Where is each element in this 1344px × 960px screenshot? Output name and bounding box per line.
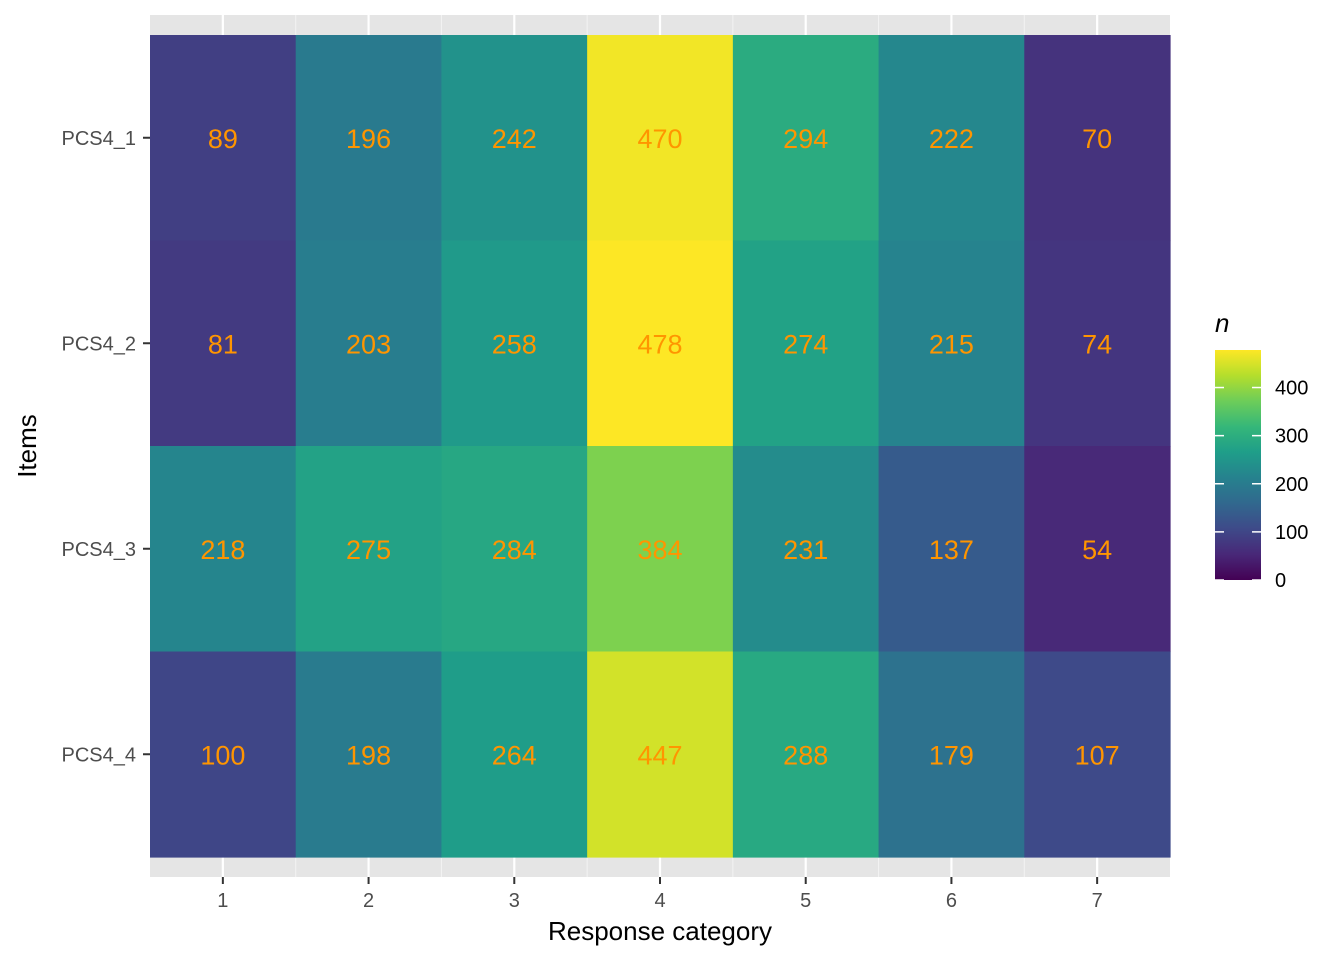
cell-value-label: 478 bbox=[637, 329, 682, 359]
heatmap-cell bbox=[587, 651, 734, 858]
cell-value-label: 288 bbox=[783, 740, 828, 770]
x-tick-label: 5 bbox=[800, 890, 811, 912]
heatmap-cell bbox=[587, 240, 734, 447]
heatmap-cell bbox=[1024, 446, 1171, 653]
x-tick-label: 2 bbox=[363, 890, 374, 912]
heatmap-cell bbox=[295, 35, 443, 242]
cell-value-label: 284 bbox=[492, 535, 537, 565]
heatmap-cell bbox=[441, 651, 588, 858]
x-tick-label: 1 bbox=[217, 890, 228, 912]
heatmap-cell bbox=[295, 446, 443, 653]
cell-value-label: 215 bbox=[929, 329, 974, 359]
legend-tick-label: 0 bbox=[1275, 570, 1286, 592]
cell-value-label: 384 bbox=[637, 535, 682, 565]
heatmap-cell bbox=[1024, 240, 1171, 447]
y-tick-label: PCS4_1 bbox=[62, 128, 137, 150]
y-axis: PCS4_1 PCS4_2 PCS4_3 PCS4_4 bbox=[62, 128, 150, 766]
cell-value-label: 198 bbox=[346, 740, 391, 770]
heatmap-cell bbox=[150, 651, 297, 858]
legend-colorbar bbox=[1215, 350, 1261, 580]
legend-tick-label: 200 bbox=[1275, 474, 1308, 496]
cell-value-label: 258 bbox=[492, 329, 537, 359]
heatmap-cell bbox=[732, 35, 880, 242]
cell-value-label: 242 bbox=[492, 124, 537, 154]
heatmap-cell bbox=[295, 651, 443, 858]
cell-value-label: 81 bbox=[208, 329, 238, 359]
heatmap-cell bbox=[878, 240, 1025, 447]
cell-labels: 89 196 242 470 294 222 70 81 203 258 478 274 215 74 21… bbox=[200, 124, 1119, 771]
heatmap-cell bbox=[587, 35, 734, 242]
heatmap-cell bbox=[732, 240, 880, 447]
cell-value-label: 203 bbox=[346, 329, 391, 359]
heatmap-cell bbox=[150, 35, 297, 242]
legend-tick-label: 400 bbox=[1275, 378, 1308, 400]
x-axis-title: Response category bbox=[548, 916, 772, 946]
heatmap-cell bbox=[441, 35, 588, 242]
y-tick-label: PCS4_4 bbox=[62, 744, 137, 766]
cell-value-label: 54 bbox=[1082, 535, 1112, 565]
cell-value-label: 231 bbox=[783, 535, 828, 565]
legend-tick-label: 100 bbox=[1275, 522, 1308, 544]
cell-value-label: 137 bbox=[929, 535, 974, 565]
cell-value-label: 222 bbox=[929, 124, 974, 154]
cell-value-label: 70 bbox=[1082, 124, 1112, 154]
cell-value-label: 294 bbox=[783, 124, 828, 154]
heatmap-cell bbox=[587, 446, 734, 653]
heatmap-cells bbox=[150, 35, 1171, 858]
cell-value-label: 218 bbox=[200, 535, 245, 565]
legend-tick-label: 300 bbox=[1275, 426, 1308, 448]
y-tick-label: PCS4_3 bbox=[62, 539, 137, 561]
y-tick-label: PCS4_2 bbox=[62, 333, 137, 355]
color-legend: n 0 100 200 300 400 bbox=[1215, 308, 1308, 592]
heatmap-cell bbox=[150, 446, 297, 653]
x-tick-label: 3 bbox=[509, 890, 520, 912]
cell-value-label: 179 bbox=[929, 740, 974, 770]
cell-value-label: 74 bbox=[1082, 329, 1112, 359]
heatmap-cell bbox=[1024, 35, 1171, 242]
y-axis-title: Items bbox=[12, 414, 42, 478]
heatmap-cell bbox=[732, 651, 880, 858]
heatmap-cell bbox=[732, 446, 880, 653]
cell-value-label: 447 bbox=[637, 740, 682, 770]
x-tick-label: 7 bbox=[1092, 890, 1103, 912]
x-axis: 1 2 3 4 5 6 7 bbox=[217, 877, 1103, 912]
legend-title: n bbox=[1215, 308, 1229, 338]
x-tick-label: 6 bbox=[946, 890, 957, 912]
heatmap-cell bbox=[878, 446, 1025, 653]
cell-value-label: 274 bbox=[783, 329, 828, 359]
heatmap-cell bbox=[878, 651, 1025, 858]
heatmap-cell bbox=[878, 35, 1025, 242]
cell-value-label: 275 bbox=[346, 535, 391, 565]
cell-value-label: 264 bbox=[492, 740, 537, 770]
heatmap-cell bbox=[441, 240, 588, 447]
cell-value-label: 100 bbox=[200, 740, 245, 770]
heatmap-cell bbox=[441, 446, 588, 653]
x-tick-label: 4 bbox=[654, 890, 665, 912]
cell-value-label: 470 bbox=[637, 124, 682, 154]
cell-value-label: 196 bbox=[346, 124, 391, 154]
heatmap-cell bbox=[150, 240, 297, 447]
cell-value-label: 89 bbox=[208, 124, 238, 154]
heatmap-cell bbox=[1024, 651, 1171, 858]
cell-value-label: 107 bbox=[1075, 740, 1120, 770]
heatmap-cell bbox=[295, 240, 443, 447]
